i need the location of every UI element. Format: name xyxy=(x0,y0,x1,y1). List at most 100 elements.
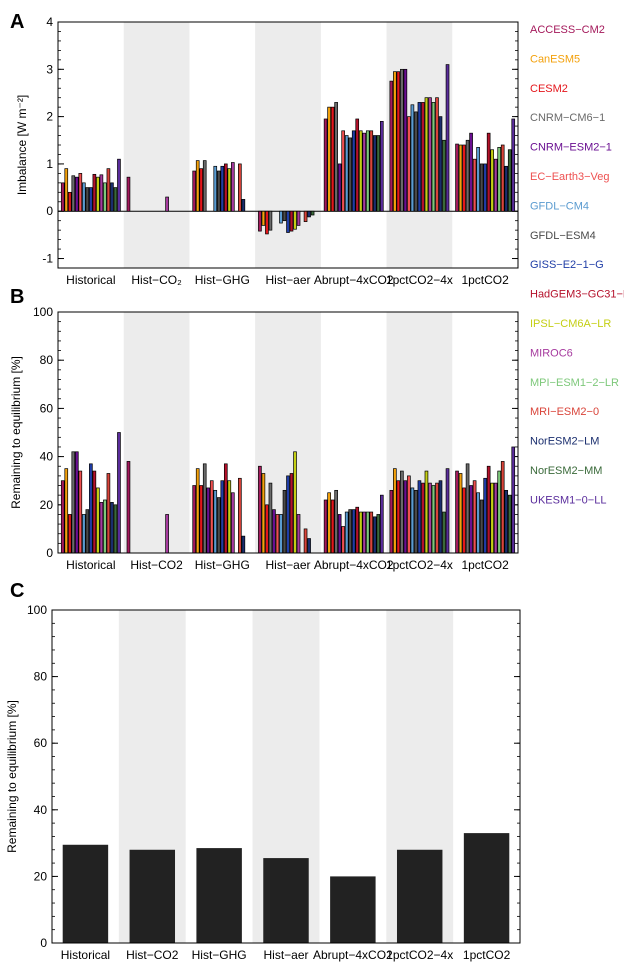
bar xyxy=(202,160,207,212)
x-category-label: Hist−GHG xyxy=(192,948,247,962)
y-tick-label: 3 xyxy=(46,62,53,76)
bar xyxy=(213,165,218,212)
bar xyxy=(442,139,446,212)
bar xyxy=(85,509,90,554)
bar xyxy=(89,463,93,554)
bar xyxy=(117,432,121,554)
bar xyxy=(282,210,287,222)
bar xyxy=(369,130,374,212)
bar xyxy=(400,470,404,554)
bar xyxy=(410,487,415,554)
bar xyxy=(275,514,280,554)
panel-a-chart: -1 0 1 2 3 4 Historical Hist−CO₂ Hist−GHG Hist−ae… xyxy=(15,15,519,287)
bar xyxy=(348,509,353,554)
bar xyxy=(99,174,104,212)
bar xyxy=(206,487,211,554)
bar xyxy=(202,463,207,554)
bar xyxy=(497,147,501,212)
bar xyxy=(493,482,498,554)
legend-entry: NorESM2−LM xyxy=(530,436,599,448)
bar xyxy=(435,482,439,554)
bar xyxy=(268,482,273,554)
bar xyxy=(67,191,72,212)
bar xyxy=(341,526,345,554)
legend-entry: CESM2 xyxy=(530,83,568,95)
panel-b-chart: 0 20 40 60 80 100 Historical Hist−CO2 Hist−GHG Hi… xyxy=(9,305,519,572)
bar xyxy=(410,104,415,212)
bar xyxy=(286,210,290,233)
bar xyxy=(129,849,176,943)
legend-entry: MPI−ESM1−2−LR xyxy=(530,377,619,389)
bar xyxy=(195,160,200,212)
bar xyxy=(407,475,411,554)
bar xyxy=(238,163,242,212)
bar xyxy=(507,494,512,554)
x-category-label: Hist−CO2 xyxy=(130,558,183,572)
bar xyxy=(351,130,356,212)
x-category-label: Historical xyxy=(66,273,115,287)
x-category-label: Hist−aer xyxy=(263,948,308,962)
bar xyxy=(438,116,443,212)
y-tick-label: 0 xyxy=(46,546,53,560)
bar xyxy=(472,158,477,212)
legend-entry: NorESM2−MM xyxy=(530,465,602,477)
y-tick-label: 40 xyxy=(34,803,48,817)
bar xyxy=(227,168,232,212)
bar xyxy=(348,137,353,212)
bar xyxy=(272,509,276,554)
bar xyxy=(293,210,297,230)
bar xyxy=(421,482,425,554)
bar xyxy=(64,168,69,212)
x-category-label: 1pctCO2 xyxy=(463,948,511,962)
y-tick-label: 1 xyxy=(46,157,53,171)
bar xyxy=(279,210,283,224)
bar xyxy=(421,102,425,212)
plot-frame xyxy=(51,609,521,944)
x-category-label: Historical xyxy=(61,948,110,962)
legend-entry: GISS−E2−1−G xyxy=(530,259,604,271)
bar xyxy=(258,210,262,232)
bar xyxy=(296,514,301,554)
legend-entry: UKESM1−0−LL xyxy=(530,494,606,506)
bar xyxy=(445,64,450,212)
bar xyxy=(486,465,491,554)
bar xyxy=(465,463,470,554)
bar xyxy=(192,170,196,212)
shaded-band xyxy=(123,312,190,553)
bar xyxy=(376,135,381,212)
bar xyxy=(220,480,225,554)
legend-entry: GFDL−ESM4 xyxy=(530,230,596,242)
x-category-label: Historical xyxy=(66,558,115,572)
bar xyxy=(455,470,459,554)
bar xyxy=(362,511,367,554)
bar xyxy=(199,485,204,554)
bar xyxy=(462,144,466,212)
bar xyxy=(103,182,107,212)
y-tick-label: 0 xyxy=(40,936,47,950)
bar xyxy=(376,514,381,554)
bar xyxy=(241,199,246,212)
bar xyxy=(435,97,439,212)
bar xyxy=(337,163,342,212)
bar xyxy=(442,511,446,554)
bar xyxy=(511,446,516,554)
legend-entry: CNRM−CM6−1 xyxy=(530,112,605,124)
bar xyxy=(327,492,331,554)
y-tick-label: 0 xyxy=(46,204,53,218)
bar xyxy=(486,132,491,212)
bar xyxy=(103,499,107,554)
bar xyxy=(99,502,104,554)
bar xyxy=(428,482,432,554)
bar xyxy=(263,858,309,943)
bar xyxy=(231,492,235,554)
bar xyxy=(289,210,294,232)
bar xyxy=(307,210,311,218)
bar xyxy=(106,168,111,212)
plot-frame xyxy=(57,21,519,269)
bar xyxy=(223,163,228,212)
x-category-label: Abrupt−4xCO2 xyxy=(313,948,393,962)
bar xyxy=(365,130,370,212)
bar xyxy=(117,158,121,212)
bar xyxy=(497,470,501,554)
